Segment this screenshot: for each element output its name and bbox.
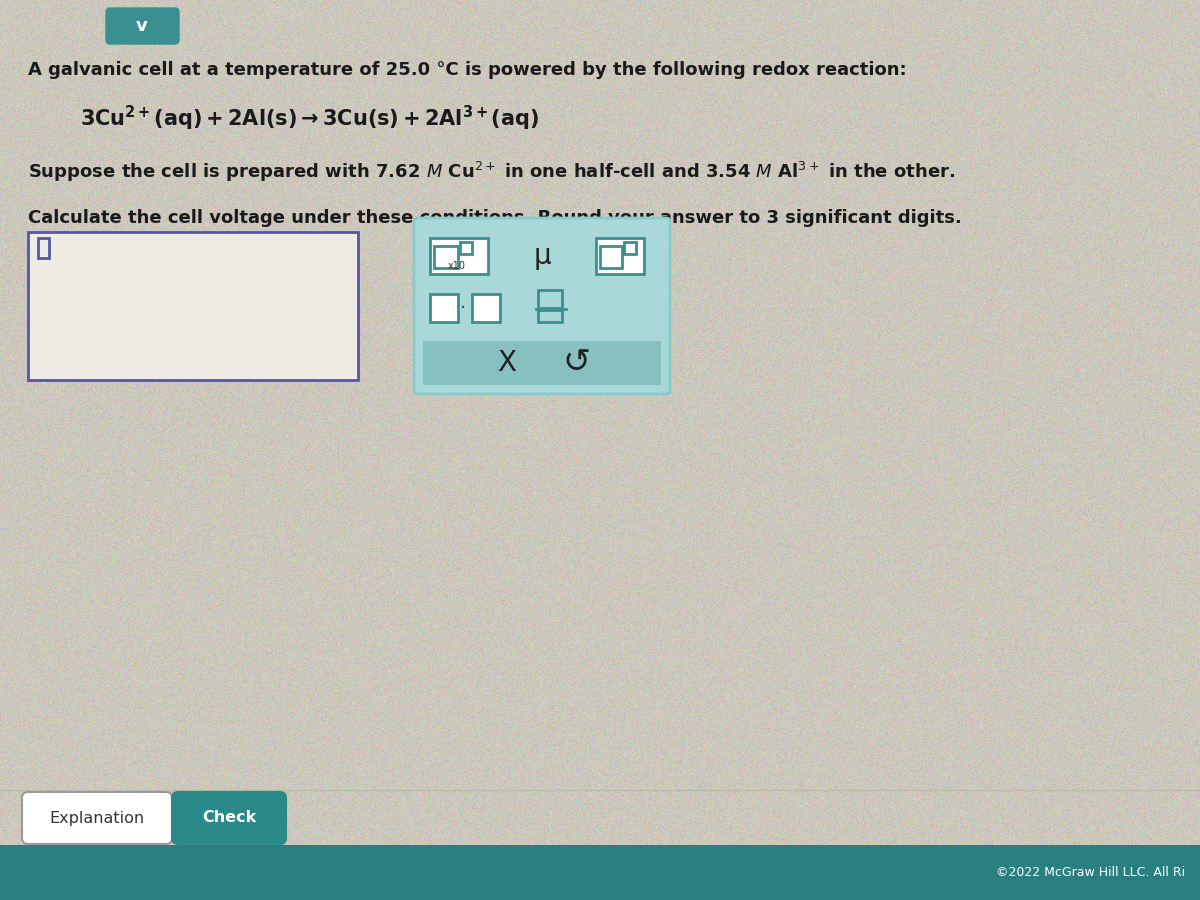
Text: Suppose the cell is prepared with 7.62 $\mathit{M}$ Cu$^{2+}$ in one half-cell a: Suppose the cell is prepared with 7.62 $… — [28, 160, 955, 184]
Text: Calculate the cell voltage under these conditions. Round your answer to 3 signif: Calculate the cell voltage under these c… — [28, 209, 961, 227]
FancyBboxPatch shape — [106, 8, 179, 44]
Text: X: X — [498, 349, 516, 377]
Bar — [596, 238, 644, 274]
Text: μ: μ — [533, 242, 551, 270]
Text: x10: x10 — [448, 261, 466, 271]
Bar — [434, 246, 458, 268]
Bar — [28, 232, 358, 380]
Text: ·: · — [460, 299, 466, 318]
Bar — [600, 246, 622, 268]
FancyBboxPatch shape — [414, 218, 670, 394]
Bar — [430, 238, 488, 274]
Text: v: v — [136, 17, 148, 35]
Text: ↺: ↺ — [563, 346, 592, 380]
Bar — [460, 242, 472, 254]
Text: ©2022 McGraw Hill LLC. All Ri: ©2022 McGraw Hill LLC. All Ri — [996, 866, 1186, 878]
Bar — [38, 238, 49, 258]
Text: Check: Check — [202, 811, 256, 825]
Text: Explanation: Explanation — [49, 811, 144, 825]
Bar — [624, 242, 636, 254]
FancyBboxPatch shape — [172, 792, 286, 844]
Bar — [424, 341, 661, 385]
Text: $\mathbf{3Cu^{2+}}$$\mathbf{(aq) + 2Al(s) \rightarrow 3Cu(s) + 2Al^{3+}(aq)}$: $\mathbf{3Cu^{2+}}$$\mathbf{(aq) + 2Al(s… — [80, 104, 539, 132]
Bar — [538, 310, 562, 322]
FancyBboxPatch shape — [22, 792, 172, 844]
Bar — [472, 294, 500, 322]
Bar — [430, 294, 458, 322]
Bar — [538, 290, 562, 308]
Text: A galvanic cell at a temperature of 25.0 °C is powered by the following redox re: A galvanic cell at a temperature of 25.0… — [28, 61, 907, 79]
Bar — [0, 845, 1200, 900]
